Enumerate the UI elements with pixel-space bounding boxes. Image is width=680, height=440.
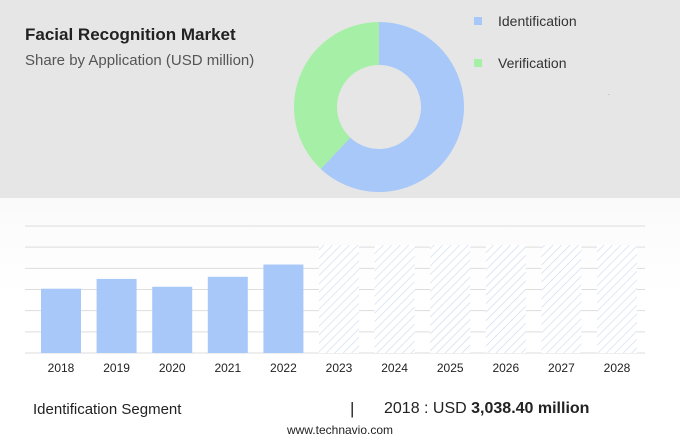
legend-item-identification: Identification bbox=[474, 13, 577, 29]
forecast-bar-2025 bbox=[430, 245, 471, 353]
x-tick-label: 2027 bbox=[548, 361, 575, 375]
chart-title: Facial Recognition Market bbox=[25, 25, 236, 44]
x-tick-label: 2019 bbox=[103, 361, 130, 375]
x-tick-label: 2021 bbox=[214, 361, 241, 375]
forecast-bar-2028 bbox=[597, 245, 637, 353]
bar-chart: 2018 2019 2020 2021 2022 2023 2024 2025 2026 2027… bbox=[25, 225, 645, 375]
bar-2018 bbox=[41, 288, 81, 353]
legend-label: Identification bbox=[498, 13, 577, 29]
chart-subtitle: Share by Application (USD million) bbox=[25, 52, 255, 69]
bar-2022 bbox=[263, 264, 304, 353]
segment-value: 2018 : USD 3,038.40 million bbox=[384, 400, 589, 418]
forecast-bar-2026 bbox=[485, 245, 526, 353]
bar-2019 bbox=[96, 278, 137, 353]
legend-swatch-verification bbox=[474, 59, 482, 67]
decorative-dot bbox=[608, 94, 610, 95]
x-tick-label: 2024 bbox=[381, 361, 408, 375]
legend-swatch-identification bbox=[474, 17, 482, 25]
x-tick-label: 2022 bbox=[270, 361, 297, 375]
segment-value-amount: 3,038.40 million bbox=[471, 400, 590, 417]
bar-2020 bbox=[152, 286, 193, 353]
x-tick-label: 2025 bbox=[437, 361, 464, 375]
donut-slice-identification bbox=[320, 22, 465, 192]
legend-label: Verification bbox=[498, 55, 567, 71]
x-tick-label: 2023 bbox=[326, 361, 353, 375]
footer-separator: | bbox=[350, 399, 355, 418]
bar-2021 bbox=[207, 276, 248, 353]
segment-label: Identification Segment bbox=[33, 401, 182, 418]
x-tick-label: 2020 bbox=[159, 361, 186, 375]
donut-chart bbox=[294, 22, 465, 192]
donut-slice-verification bbox=[294, 22, 379, 169]
x-tick-label: 2026 bbox=[492, 361, 519, 375]
forecast-bar-2024 bbox=[374, 245, 415, 353]
x-tick-label: 2028 bbox=[604, 361, 631, 375]
source-credit: www.technavio.com bbox=[286, 423, 394, 437]
forecast-bar-2023 bbox=[319, 245, 359, 353]
forecast-bar-2027 bbox=[541, 245, 582, 353]
legend-item-verification: Verification bbox=[474, 55, 566, 71]
segment-year-prefix: 2018 : USD bbox=[384, 400, 472, 417]
x-tick-label: 2018 bbox=[48, 361, 75, 375]
